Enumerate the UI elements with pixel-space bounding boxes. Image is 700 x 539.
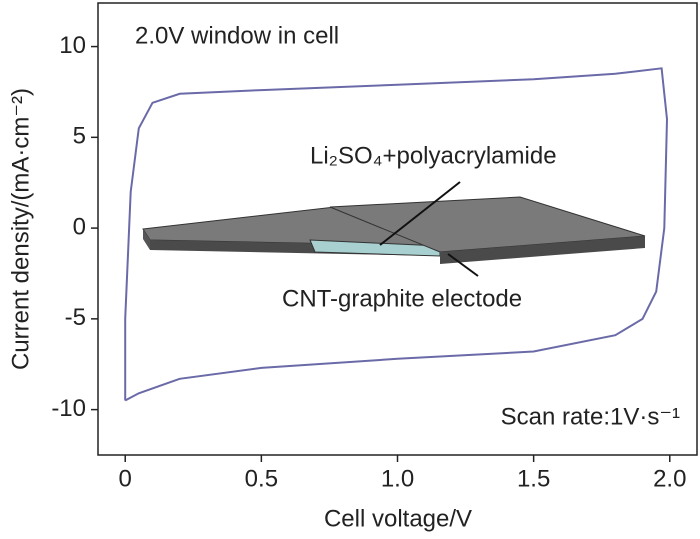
x-tick-label: 1.0: [381, 465, 414, 492]
y-tick-label: 5: [73, 123, 86, 150]
chart-title: 2.0V window in cell: [135, 22, 339, 49]
y-tick-label: -10: [51, 395, 86, 422]
annotation: Li₂SO₄+polyacrylamide: [310, 142, 557, 169]
x-tick-label: 0: [119, 465, 132, 492]
y-tick-label: -5: [65, 304, 86, 331]
x-axis-label: Cell voltage/V: [324, 505, 472, 532]
y-tick-label: 0: [73, 213, 86, 240]
lower-slab-end: [143, 229, 150, 250]
y-axis-label: Current density/(mA·cm⁻²): [7, 88, 34, 370]
inset-device: [142, 181, 646, 277]
annotation-arrow: [379, 181, 461, 246]
x-tick-label: 0.5: [245, 465, 278, 492]
annotation-arrow: [447, 253, 479, 277]
x-tick-label: 2.0: [653, 465, 686, 492]
x-tick-label: 1.5: [517, 465, 550, 492]
upper-slab-side: [440, 236, 645, 264]
annotation: Scan rate:1V·s⁻¹: [501, 403, 680, 430]
data-line: [124, 67, 669, 402]
y-tick-label: 10: [59, 32, 86, 59]
annotation: CNT-graphite electode: [282, 285, 522, 312]
